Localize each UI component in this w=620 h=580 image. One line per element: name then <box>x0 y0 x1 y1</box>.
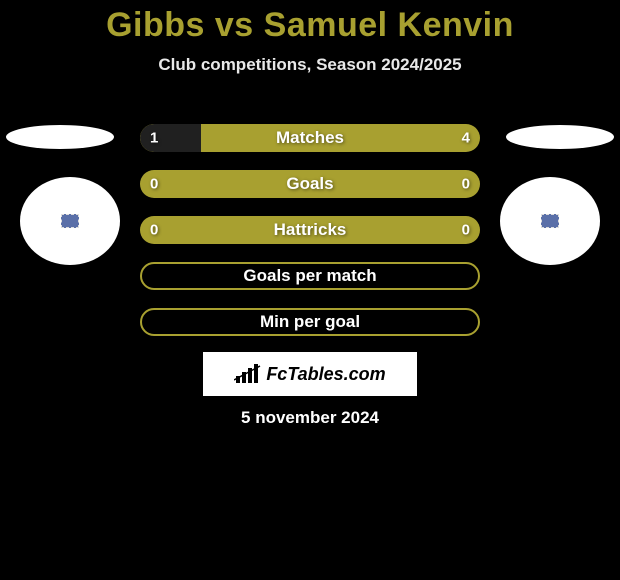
stat-value-right: 0 <box>462 176 470 193</box>
stat-bars: 1 Matches 4 0 Goals 0 0 Hattricks 0 Goal… <box>140 124 480 354</box>
club-right-circle <box>500 177 600 265</box>
bars-icon <box>234 364 262 384</box>
club-right-badge-icon <box>541 214 559 228</box>
stat-label: Goals per match <box>142 266 478 286</box>
stat-row-matches: 1 Matches 4 <box>140 124 480 152</box>
club-left-circle <box>20 177 120 265</box>
stat-value-left: 0 <box>150 176 158 193</box>
page-title: Gibbs vs Samuel Kenvin <box>0 0 620 45</box>
stat-value-right: 4 <box>462 130 470 147</box>
stat-row-gpm: Goals per match <box>140 262 480 290</box>
club-left-badge-icon <box>61 214 79 228</box>
stat-label: Goals <box>140 174 480 194</box>
brand-logo: FcTables.com <box>203 352 417 396</box>
player-right-ellipse <box>506 125 614 149</box>
date-label: 5 november 2024 <box>0 408 620 428</box>
brand-logo-text: FcTables.com <box>266 364 385 385</box>
stat-value-left: 0 <box>150 222 158 239</box>
stat-row-goals: 0 Goals 0 <box>140 170 480 198</box>
stat-row-hattricks: 0 Hattricks 0 <box>140 216 480 244</box>
stat-row-mpg: Min per goal <box>140 308 480 336</box>
stat-value-left: 1 <box>150 130 158 147</box>
player-left-ellipse <box>6 125 114 149</box>
stat-label: Min per goal <box>142 312 478 332</box>
stat-value-right: 0 <box>462 222 470 239</box>
stat-label: Hattricks <box>140 220 480 240</box>
subtitle: Club competitions, Season 2024/2025 <box>0 55 620 75</box>
